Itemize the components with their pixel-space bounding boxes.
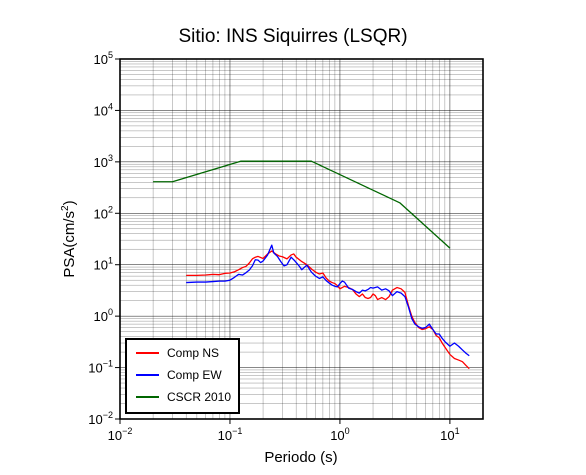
y-tick-label: 104 [94,101,113,118]
y-tick-label: 103 [94,153,113,170]
chart-title: Sitio: INS Siquirres (LSQR) [178,26,407,47]
series-layer [153,160,470,370]
series-line-cscr-2010 [153,160,451,249]
x-axis-label: Periodo (s) [264,449,337,466]
x-tick-label: 101 [440,426,459,443]
x-tick-label: 10−2 [108,426,133,443]
y-axis-label-end: ) [61,200,78,205]
y-tick-label: 10−2 [88,410,113,427]
y-tick-label: 10−1 [88,359,113,376]
grid-lines [119,58,484,420]
y-tick-label: 102 [94,204,113,221]
axis-ticks: 10−2 10−1 100 101 10−2 10−1 100 101 102 103 104 105 [88,50,459,443]
plot-frame [119,58,484,420]
series-line-comp-ew [186,244,470,357]
y-axis-label-sup: 2 [60,205,71,211]
x-tick-label: 10−1 [218,426,243,443]
y-tick-label: 100 [94,307,113,324]
series-line-comp-ns [186,250,470,370]
y-axis-label-base: PSA(cm/s [61,211,78,278]
legend: Comp NS Comp EW CSCR 2010 [125,338,240,414]
legend-label-cscr: CSCR 2010 [167,390,231,404]
x-tick-label: 100 [330,426,349,443]
legend-label-ew: Comp EW [167,368,222,382]
y-tick-label: 105 [94,50,113,67]
y-tick-label: 101 [94,256,113,273]
plot-border [119,58,484,420]
y-axis-label: PSA(cm/s2) [60,200,78,277]
legend-label-ns: Comp NS [167,346,219,360]
